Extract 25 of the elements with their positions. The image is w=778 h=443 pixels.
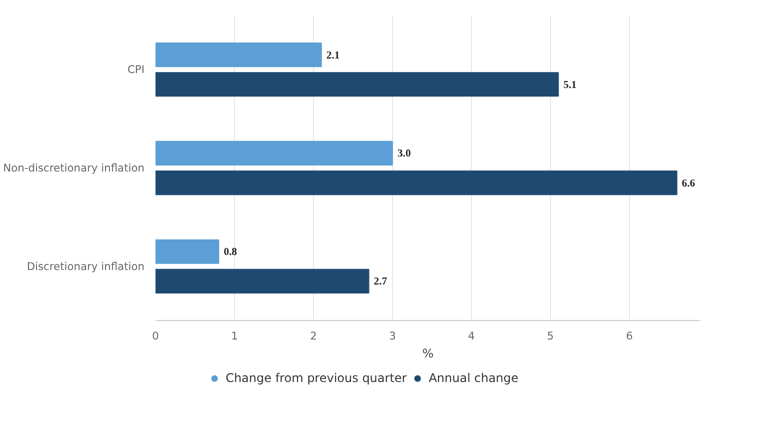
x-tick-label: 1 — [231, 330, 238, 342]
x-tick-label: 2 — [310, 330, 317, 342]
y-tick-label: Non-discretionary inflation — [3, 162, 145, 174]
bar — [156, 140, 393, 166]
x-axis-title: % — [422, 346, 434, 360]
data-label: 5.1 — [563, 80, 577, 91]
y-tick-label: CPI — [127, 63, 145, 76]
legend-label: Change from previous quarter — [226, 371, 407, 385]
x-tick-label: 5 — [547, 330, 554, 342]
x-tick-label: 6 — [626, 330, 634, 342]
x-tick-label: 4 — [468, 330, 476, 342]
data-label: 0.8 — [224, 247, 238, 258]
data-label: 2.7 — [374, 276, 388, 288]
y-tick-label: Discretionary inflation — [26, 260, 145, 273]
x-tick-label: 0 — [152, 330, 160, 342]
bar — [156, 42, 322, 68]
data-label: 3.0 — [397, 148, 411, 160]
data-label: 6.6 — [682, 178, 696, 190]
x-tick-label: 3 — [389, 330, 396, 342]
bar — [156, 268, 370, 294]
bar — [156, 72, 559, 97]
legend-label: Annual change — [428, 371, 518, 385]
data-label: 2.1 — [326, 50, 340, 62]
bar — [156, 239, 220, 264]
bar — [156, 170, 678, 196]
